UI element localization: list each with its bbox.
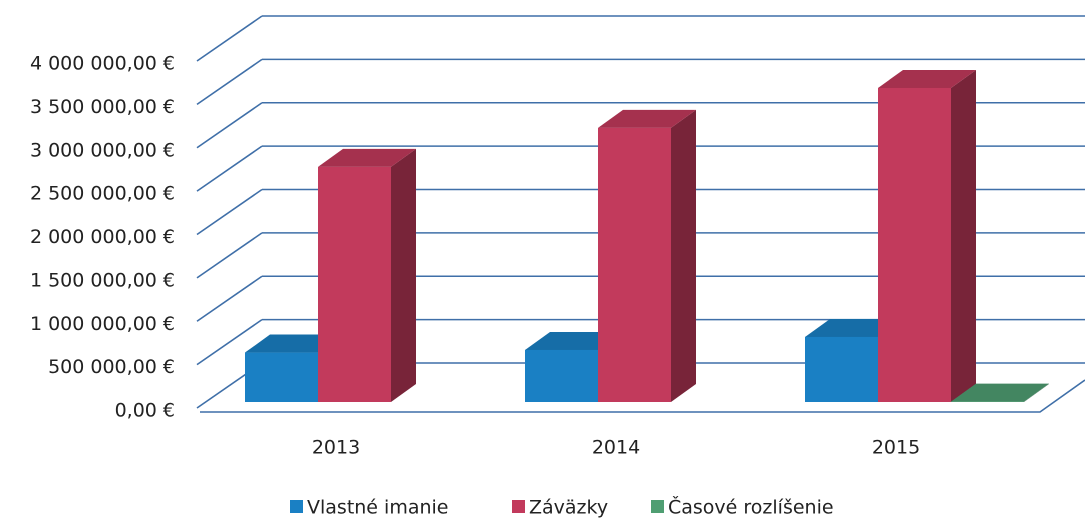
bar <box>805 336 878 402</box>
grid-line <box>196 15 263 62</box>
bar <box>878 87 951 402</box>
legend-swatch <box>290 500 303 513</box>
legend-swatch <box>512 500 525 513</box>
legend-label: Záväzky <box>529 497 608 519</box>
y-tick-label: 3 000 000,00 € <box>30 139 175 161</box>
bar <box>598 127 671 403</box>
legend-label: Vlastné imanie <box>307 497 448 519</box>
floor-edge <box>200 379 1085 413</box>
grid-line <box>196 145 263 192</box>
bar <box>525 349 598 402</box>
legend-swatch <box>651 500 664 513</box>
bar-side <box>671 109 696 403</box>
y-tick-label: 2 000 000,00 € <box>30 226 175 248</box>
grid-line <box>196 102 263 149</box>
y-tick-label: 2 500 000,00 € <box>30 183 175 205</box>
y-tick-label: 4 000 000,00 € <box>30 53 175 75</box>
bar-side <box>1024 383 1049 402</box>
grid-line <box>196 58 263 106</box>
grid-line <box>196 275 263 322</box>
x-tick-label: 2014 <box>592 437 640 459</box>
bar <box>245 352 318 402</box>
grid-line <box>196 232 263 279</box>
x-tick-label: 2013 <box>312 437 360 459</box>
x-tick-label: 2015 <box>872 437 920 459</box>
bar-side <box>951 69 976 402</box>
y-tick-label: 3 500 000,00 € <box>30 96 175 118</box>
bar <box>318 166 391 402</box>
grid-line <box>196 318 263 366</box>
bar-top <box>951 383 1049 402</box>
y-tick-label: 1 000 000,00 € <box>30 313 175 335</box>
bar-side <box>391 148 416 402</box>
y-tick-label: 1 500 000,00 € <box>30 269 175 291</box>
bar-top <box>598 109 696 128</box>
y-tick-label: 500 000,00 € <box>48 356 175 378</box>
bar-top <box>318 148 416 167</box>
bar-top <box>878 69 976 88</box>
legend-label: Časové rozlíšenie <box>668 495 834 519</box>
y-tick-label: 0,00 € <box>115 400 175 422</box>
grid-line <box>196 188 263 236</box>
